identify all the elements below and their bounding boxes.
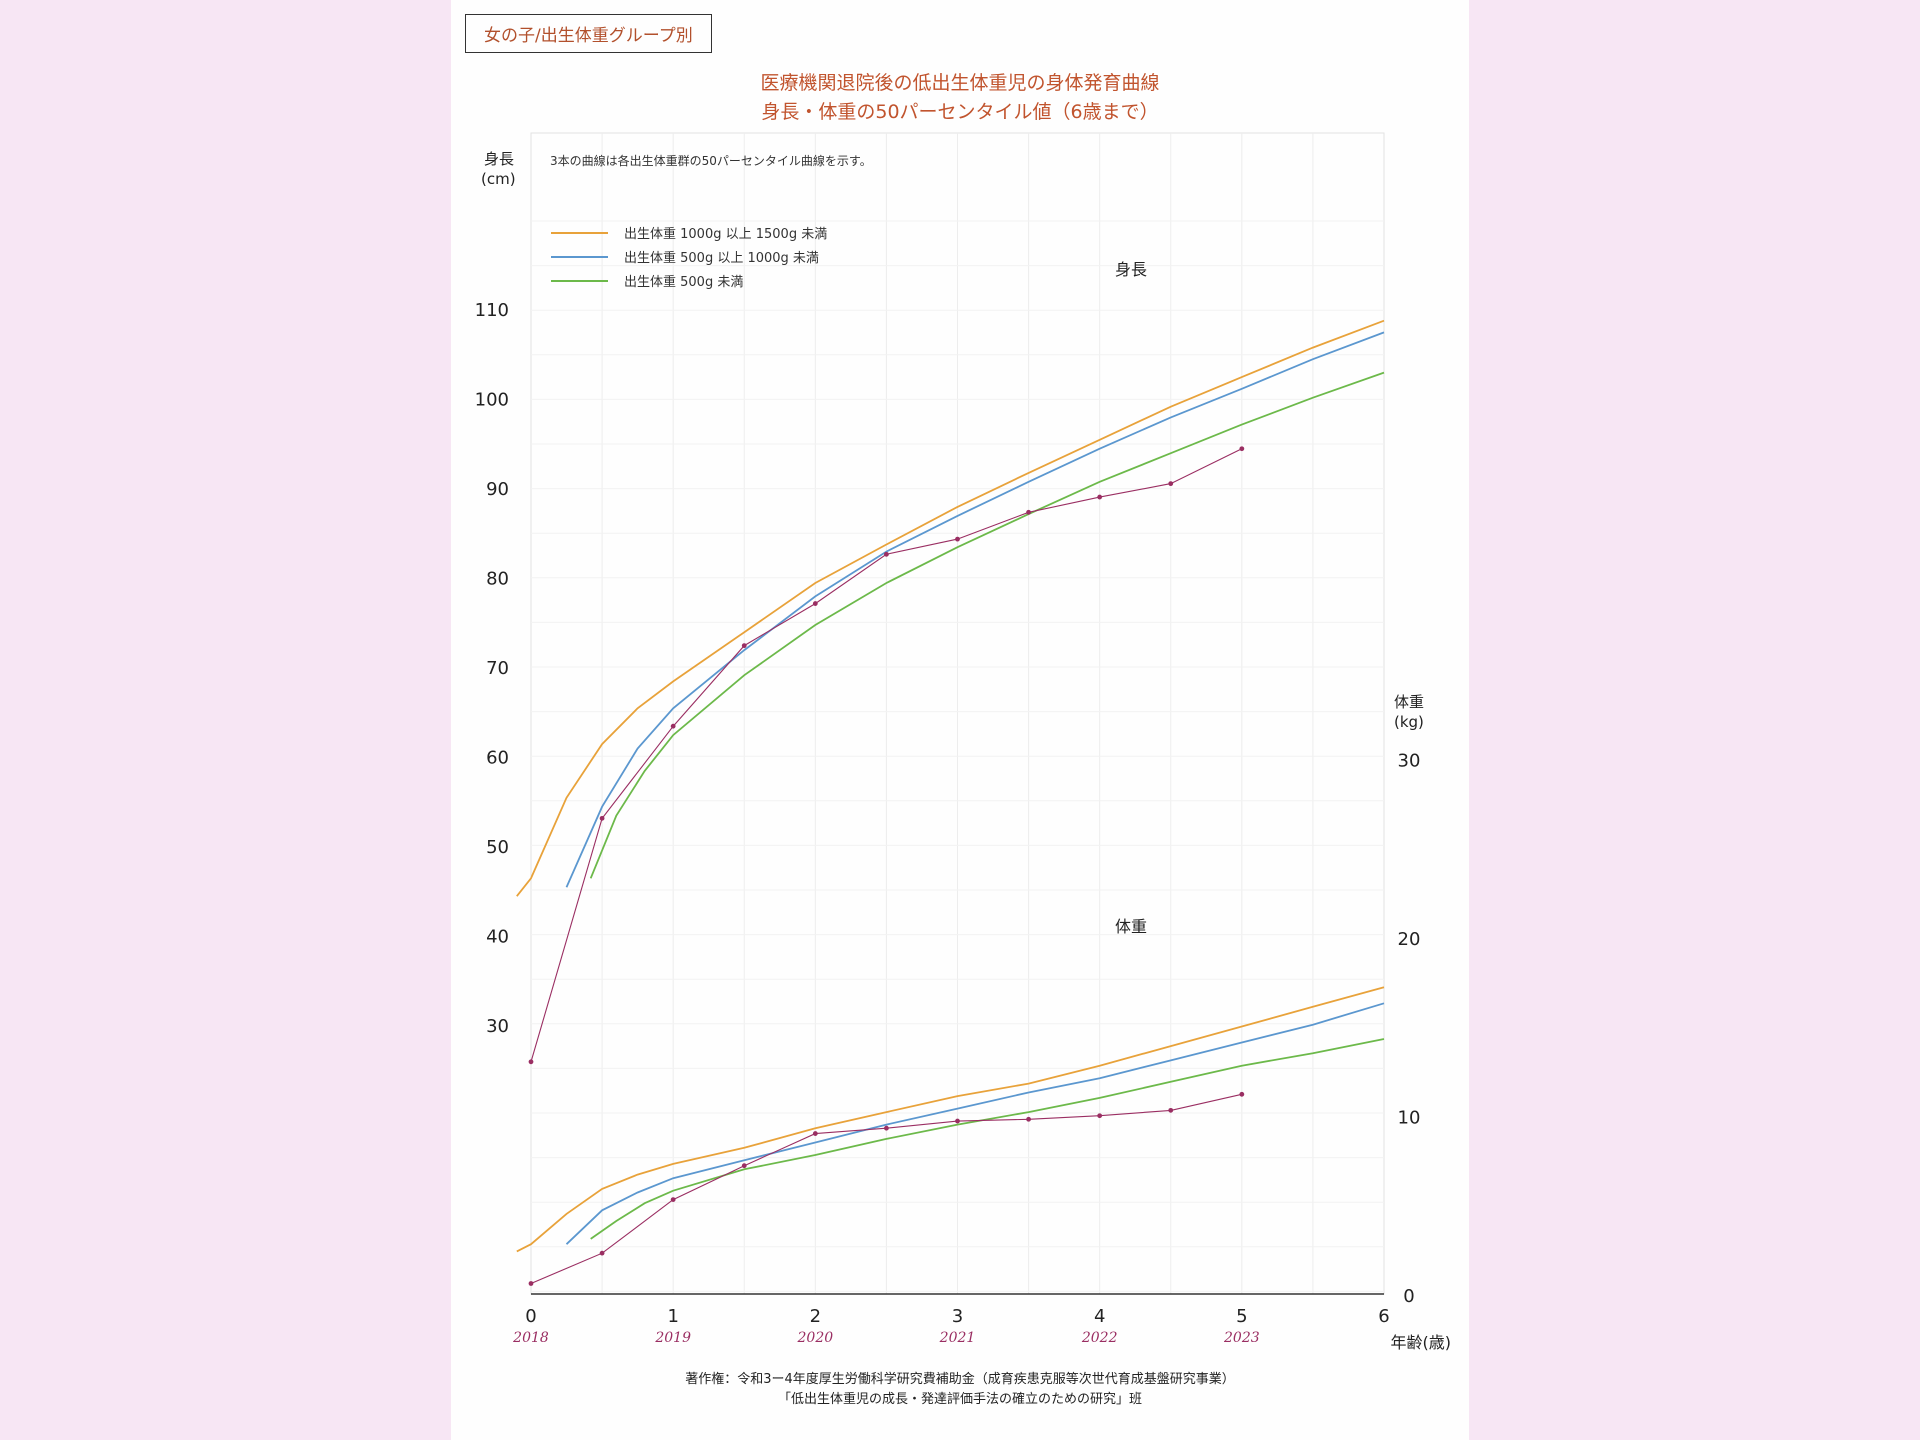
left-tick-label: 50: [486, 837, 509, 858]
right-tick-label: 10: [1398, 1108, 1421, 1129]
right-axis-unit: (kg): [1394, 713, 1424, 731]
left-tick-label: 30: [486, 1016, 509, 1037]
right-tick-label: 0: [1403, 1286, 1414, 1307]
plotted-height-point: [670, 723, 676, 729]
year-annotation: 2021: [939, 1330, 976, 1346]
plotted-height-point: [1168, 481, 1174, 487]
weight-curve-series-under-500g: [590, 1038, 1385, 1240]
plotted-height-point: [1239, 446, 1245, 452]
x-tick-label: 4: [1094, 1306, 1105, 1327]
weight-section-label: 体重: [1115, 917, 1147, 936]
right-tick-label: 30: [1398, 751, 1421, 772]
year-annotation: 2023: [1223, 1330, 1260, 1346]
left-tick-label: 100: [475, 390, 509, 411]
plotted-height-point: [1026, 509, 1031, 515]
copyright-line: 著作権：令和3ー4年度厚生労働科学研究費補助金（成育疾患克服等次世代育成基盤研究…: [685, 1372, 1235, 1387]
plotted-height-point: [741, 643, 747, 649]
legend-entry: 出生体重 500g 未満: [624, 274, 743, 290]
chart-tag-label: 女の子/出生体重グループ別: [465, 14, 712, 53]
plotted-height-point: [528, 1059, 534, 1065]
left-tick-label: 90: [486, 479, 509, 500]
x-tick-label: 6: [1378, 1306, 1389, 1327]
plotted-weight-point: [741, 1163, 747, 1169]
growth-chart-svg: 身長 (cm) 体重 (kg) 30 40 50 60 70 80 90 100 110 0 10 20 30 0…: [475, 132, 1452, 1352]
x-tick-label: 1: [667, 1306, 678, 1327]
year-annotation: 2022: [1081, 1330, 1118, 1346]
height-curve-series-1000-1500g: [516, 319, 1385, 897]
height-curve-series-500-1000g: [565, 331, 1385, 888]
plotted-weight-point: [599, 1250, 605, 1256]
plotted-weight-point: [670, 1197, 676, 1203]
year-annotation: 2019: [654, 1330, 691, 1346]
chart-subtitle: 身長・体重の50パーセンタイル値（6歳まで）: [761, 101, 1159, 123]
x-tick-label: 3: [952, 1306, 963, 1327]
left-tick-label: 40: [486, 927, 509, 948]
left-tick-label: 110: [475, 300, 509, 321]
plotted-height-point: [599, 815, 605, 821]
height-section-label: 身長: [1115, 260, 1147, 279]
left-tick-label: 60: [486, 748, 509, 769]
plotted-weight-point: [1168, 1107, 1174, 1113]
plotted-weight-point: [955, 1118, 960, 1124]
plotted-weight-point: [528, 1281, 534, 1286]
left-tick-label: 70: [486, 658, 509, 679]
left-tick-label: 80: [486, 569, 509, 590]
plotted-height-point: [812, 601, 818, 606]
x-tick-label: 5: [1236, 1306, 1247, 1327]
plotted-weight-point: [812, 1131, 818, 1136]
right-axis-label: 体重: [1394, 693, 1424, 711]
height-curve-series-under-500g: [589, 371, 1385, 879]
chart-title: 医療機関退院後の低出生体重児の身体発育曲線: [760, 72, 1160, 94]
legend-entry: 出生体重 1000g 以上 1500g 未満: [624, 226, 827, 242]
plotted-weight-point: [1097, 1113, 1103, 1119]
year-annotation: 2020: [797, 1330, 834, 1346]
plotted-weight-point: [884, 1125, 889, 1131]
left-axis-unit: (cm): [481, 170, 516, 188]
plotted-weight-point: [1239, 1091, 1245, 1097]
weight-curve-series-1000-1500g: [516, 986, 1385, 1253]
year-annotation: 2018: [512, 1330, 549, 1346]
research-group-line: 「低出生体重児の成長・発達評価手法の確立のための研究」班: [777, 1392, 1142, 1407]
plotted-weight-point: [1026, 1116, 1031, 1122]
plotted-height-point: [1097, 494, 1103, 500]
left-axis-label: 身長: [484, 150, 514, 168]
x-tick-label: 2: [810, 1306, 821, 1327]
growth-chart-sheet: 女の子/出生体重グループ別 医療機関退院後の低出生体重児の身体発育曲線 身長・体…: [451, 0, 1469, 1440]
legend-entry: 出生体重 500g 以上 1000g 未満: [624, 250, 819, 266]
x-axis-label: 年齢(歳): [1391, 1333, 1452, 1352]
x-tick-label: 0: [525, 1306, 536, 1327]
plotted-height-point: [884, 551, 889, 557]
right-tick-label: 20: [1398, 929, 1421, 950]
plotted-height-point: [955, 536, 960, 542]
chart-note: 3本の曲線は各出生体重群の50パーセンタイル曲線を示す。: [550, 153, 872, 168]
weight-curve-series-500-1000g: [565, 1002, 1385, 1245]
